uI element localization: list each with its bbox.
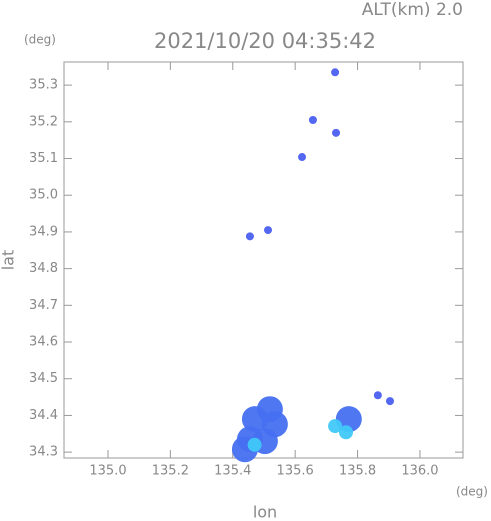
y-tick-label: 35.2 — [29, 114, 58, 129]
y-tick-label: 35.1 — [29, 151, 58, 166]
echo — [331, 68, 340, 77]
echo — [386, 397, 395, 406]
echo — [245, 232, 254, 241]
x-unit: (deg) — [456, 485, 488, 499]
y-tick-label: 34.6 — [29, 335, 58, 350]
y-tick-label: 34.8 — [29, 261, 58, 276]
x-tick-label: 135.8 — [339, 464, 376, 479]
y-tick-label: 34.4 — [29, 408, 58, 423]
echo — [308, 115, 317, 124]
x-tick-label: 135.4 — [214, 464, 251, 479]
x-tick-label: 135.0 — [89, 464, 126, 479]
echo — [373, 391, 382, 400]
echo — [298, 153, 307, 162]
x-tick-label: 136.0 — [401, 464, 438, 479]
x-axis-label: lon — [253, 503, 277, 521]
y-tick-label: 35.3 — [29, 78, 58, 93]
y-tick-label: 34.7 — [29, 298, 58, 313]
y-unit: (deg) — [24, 33, 56, 47]
x-tick-label: 135.6 — [277, 464, 314, 479]
chart-title: 2021/10/20 04:35:42 — [154, 29, 376, 53]
echo — [247, 437, 262, 452]
plot-frame — [63, 61, 464, 459]
y-tick-label: 34.9 — [29, 224, 58, 239]
echo — [332, 128, 341, 137]
echo — [264, 226, 273, 235]
echo — [339, 425, 354, 440]
echo — [241, 406, 268, 433]
altitude-label: ALT(km) 2.0 — [362, 0, 463, 20]
echo — [335, 406, 362, 433]
y-tick-label: 34.5 — [29, 371, 58, 386]
echo — [328, 419, 343, 434]
y-axis-label: lat — [0, 250, 18, 271]
x-tick-label: 135.2 — [152, 464, 189, 479]
y-tick-label: 34.3 — [29, 445, 58, 460]
y-tick-label: 35.0 — [29, 188, 58, 203]
